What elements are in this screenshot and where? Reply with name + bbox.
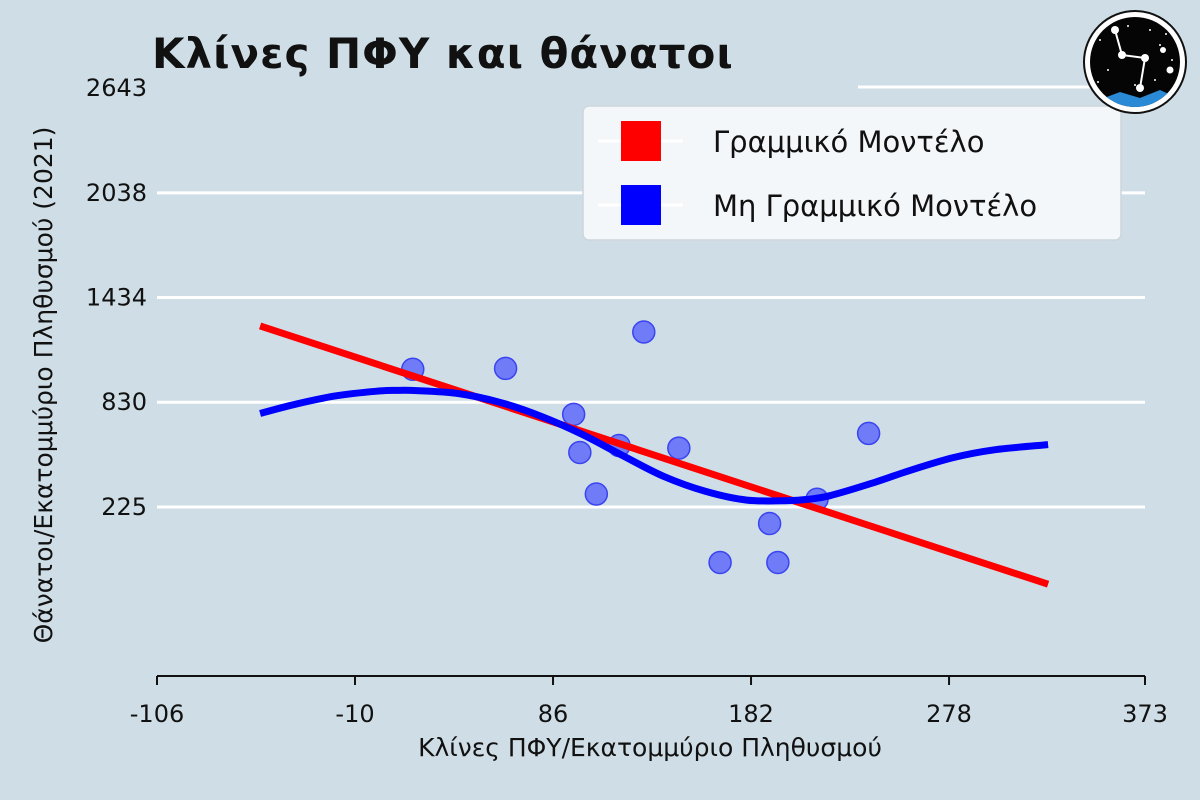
scatter-point bbox=[632, 320, 656, 344]
y-tick-label: 830 bbox=[101, 388, 147, 416]
scatter-point bbox=[584, 482, 609, 506]
x-tick-label: 373 bbox=[1122, 700, 1168, 728]
chart-title: Κλίνες ΠΦΥ και θάνατοι bbox=[152, 29, 734, 78]
legend-label-linear: Γραμμικό Μοντέλο bbox=[713, 125, 984, 159]
scatter-point bbox=[561, 402, 586, 427]
linear-model-line bbox=[259, 322, 1050, 588]
scatter-point bbox=[708, 550, 732, 575]
legend: Γραμμικό Μοντέλο Μη Γραμμικό Μοντέλο bbox=[582, 105, 1122, 241]
legend-swatch-nonlinear bbox=[621, 185, 661, 225]
x-ticks: -106 -10 86 182 278 373 bbox=[130, 676, 1168, 728]
y-ticks: 225 830 1434 2038 2643 bbox=[86, 74, 147, 521]
scatter-point bbox=[568, 440, 592, 465]
legend-box bbox=[582, 105, 1122, 241]
scatter-point bbox=[757, 511, 782, 536]
x-axis-title: Κλίνες ΠΦΥ/Εκατομμύριο Πληθυσμού bbox=[418, 733, 882, 762]
x-tick-label: 278 bbox=[926, 700, 972, 728]
y-tick-label: 2643 bbox=[86, 74, 147, 102]
y-tick-label: 2038 bbox=[86, 179, 147, 207]
nonlinear-model-line bbox=[259, 386, 1049, 505]
scatter-point bbox=[856, 421, 881, 446]
y-axis-title: Θάνατοι/Εκατομμύριο Πληθυσμού (2021) bbox=[29, 127, 58, 644]
scatter-point bbox=[667, 436, 691, 460]
x-tick-label: 182 bbox=[728, 700, 774, 728]
constellation-logo bbox=[1083, 10, 1187, 114]
legend-swatch-linear bbox=[621, 121, 661, 161]
x-tick-label: 86 bbox=[538, 700, 569, 728]
x-tick-label: -106 bbox=[130, 700, 184, 728]
y-tick-label: 225 bbox=[101, 493, 147, 521]
scatter-point bbox=[766, 550, 790, 575]
x-tick-label: -10 bbox=[335, 700, 374, 728]
y-tick-label: 1434 bbox=[86, 284, 147, 312]
model-lines bbox=[259, 322, 1050, 588]
legend-label-nonlinear: Μη Γραμμικό Μοντέλο bbox=[713, 189, 1037, 223]
scatter-point bbox=[493, 356, 518, 381]
